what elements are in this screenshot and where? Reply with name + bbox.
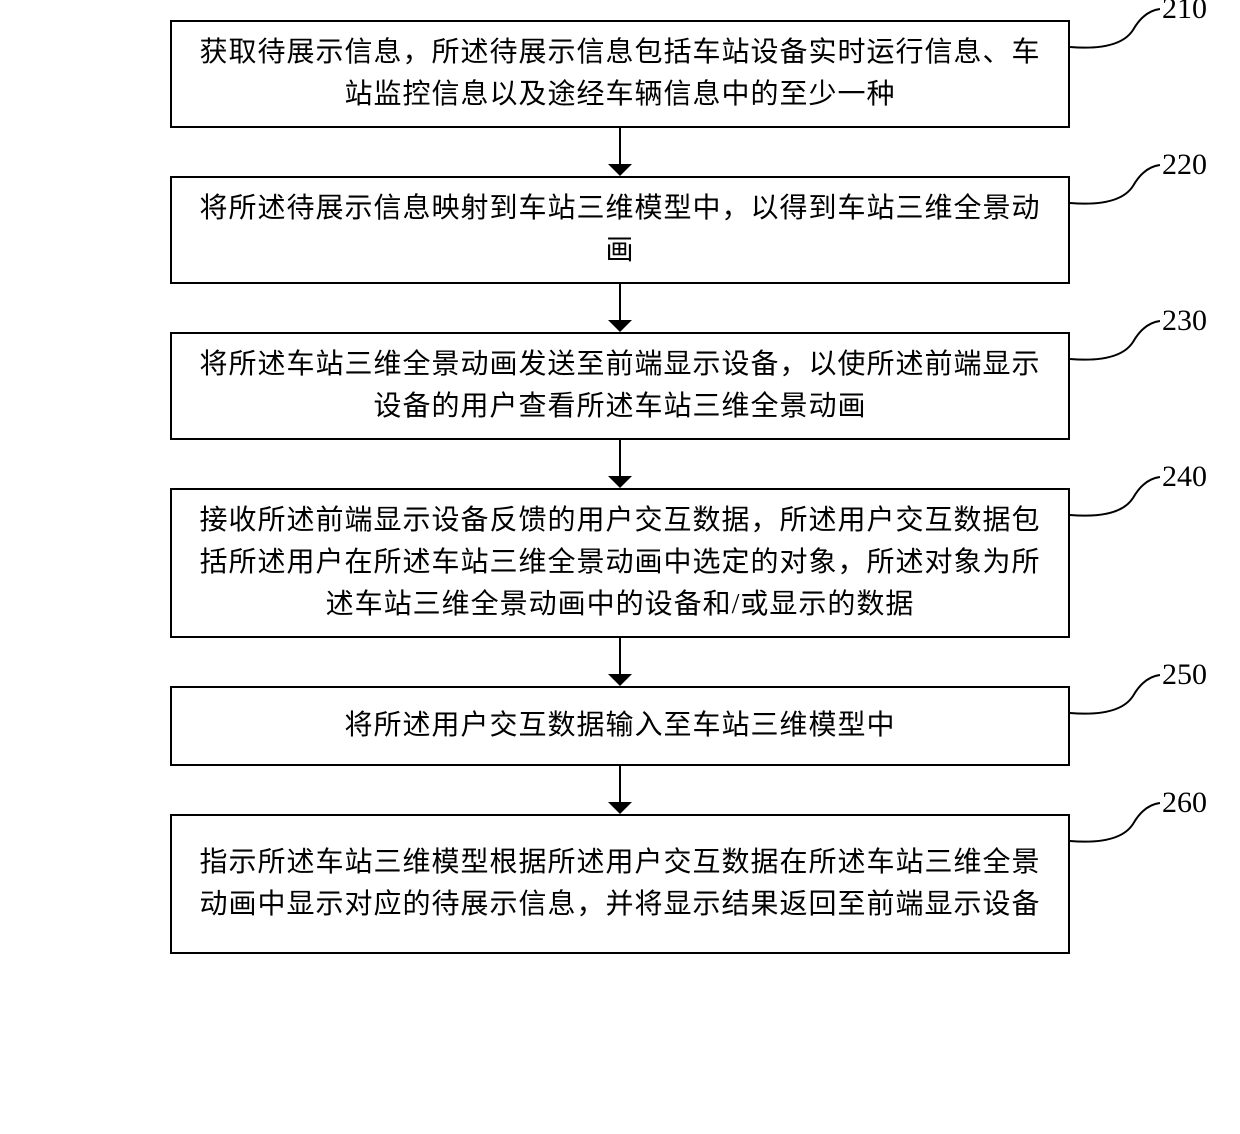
flow-step-260-box: 指示所述车站三维模型根据所述用户交互数据在所述车站三维全景动画中显示对应的待展示… xyxy=(170,814,1070,954)
flow-step-230-row: 将所述车站三维全景动画发送至前端显示设备，以使所述前端显示设备的用户查看所述车站… xyxy=(80,332,1160,440)
flow-step-230-callout xyxy=(1070,317,1160,367)
arrow-220-to-230 xyxy=(606,284,634,332)
flow-step-240-label: 240 xyxy=(1162,460,1207,494)
flow-step-210-text: 获取待展示信息，所述待展示信息包括车站设备实时运行信息、车站监控信息以及途经车辆… xyxy=(172,22,1068,126)
flow-step-240-callout xyxy=(1070,473,1160,523)
arrow-230-to-240 xyxy=(606,440,634,488)
flow-step-250-label: 250 xyxy=(1162,658,1207,692)
arrow-250-to-260 xyxy=(606,766,634,814)
flow-step-220-callout xyxy=(1070,161,1160,211)
flow-step-230-box: 将所述车站三维全景动画发送至前端显示设备，以使所述前端显示设备的用户查看所述车站… xyxy=(170,332,1070,440)
flow-step-220-box: 将所述待展示信息映射到车站三维模型中，以得到车站三维全景动画 xyxy=(170,176,1070,284)
flow-step-260-row: 指示所述车站三维模型根据所述用户交互数据在所述车站三维全景动画中显示对应的待展示… xyxy=(80,814,1160,954)
flow-step-240-text: 接收所述前端显示设备反馈的用户交互数据，所述用户交互数据包括所述用户在所述车站三… xyxy=(172,490,1068,636)
arrow-240-to-250 xyxy=(606,638,634,686)
flow-step-260-label: 260 xyxy=(1162,786,1207,820)
flowchart-container: 获取待展示信息，所述待展示信息包括车站设备实时运行信息、车站监控信息以及途经车辆… xyxy=(80,20,1160,954)
flow-step-250-box: 将所述用户交互数据输入至车站三维模型中 xyxy=(170,686,1070,766)
flow-step-250-text: 将所述用户交互数据输入至车站三维模型中 xyxy=(329,695,910,757)
flow-step-210-box: 获取待展示信息，所述待展示信息包括车站设备实时运行信息、车站监控信息以及途经车辆… xyxy=(170,20,1070,128)
flow-step-260-text: 指示所述车站三维模型根据所述用户交互数据在所述车站三维全景动画中显示对应的待展示… xyxy=(172,832,1068,936)
arrow-210-to-220 xyxy=(606,128,634,176)
flow-step-210-label: 210 xyxy=(1162,0,1207,26)
flow-step-250-row: 将所述用户交互数据输入至车站三维模型中250 xyxy=(80,686,1160,766)
flow-step-250-callout xyxy=(1070,671,1160,721)
flow-step-220-text: 将所述待展示信息映射到车站三维模型中，以得到车站三维全景动画 xyxy=(172,178,1068,282)
flow-step-210-callout xyxy=(1070,5,1160,55)
flow-step-210-row: 获取待展示信息，所述待展示信息包括车站设备实时运行信息、车站监控信息以及途经车辆… xyxy=(80,20,1160,128)
flow-step-240-row: 接收所述前端显示设备反馈的用户交互数据，所述用户交互数据包括所述用户在所述车站三… xyxy=(80,488,1160,638)
flow-step-260-callout xyxy=(1070,799,1160,849)
flow-step-220-label: 220 xyxy=(1162,148,1207,182)
flow-step-240-box: 接收所述前端显示设备反馈的用户交互数据，所述用户交互数据包括所述用户在所述车站三… xyxy=(170,488,1070,638)
flow-step-230-text: 将所述车站三维全景动画发送至前端显示设备，以使所述前端显示设备的用户查看所述车站… xyxy=(172,334,1068,438)
flow-step-230-label: 230 xyxy=(1162,304,1207,338)
flow-step-220-row: 将所述待展示信息映射到车站三维模型中，以得到车站三维全景动画220 xyxy=(80,176,1160,284)
